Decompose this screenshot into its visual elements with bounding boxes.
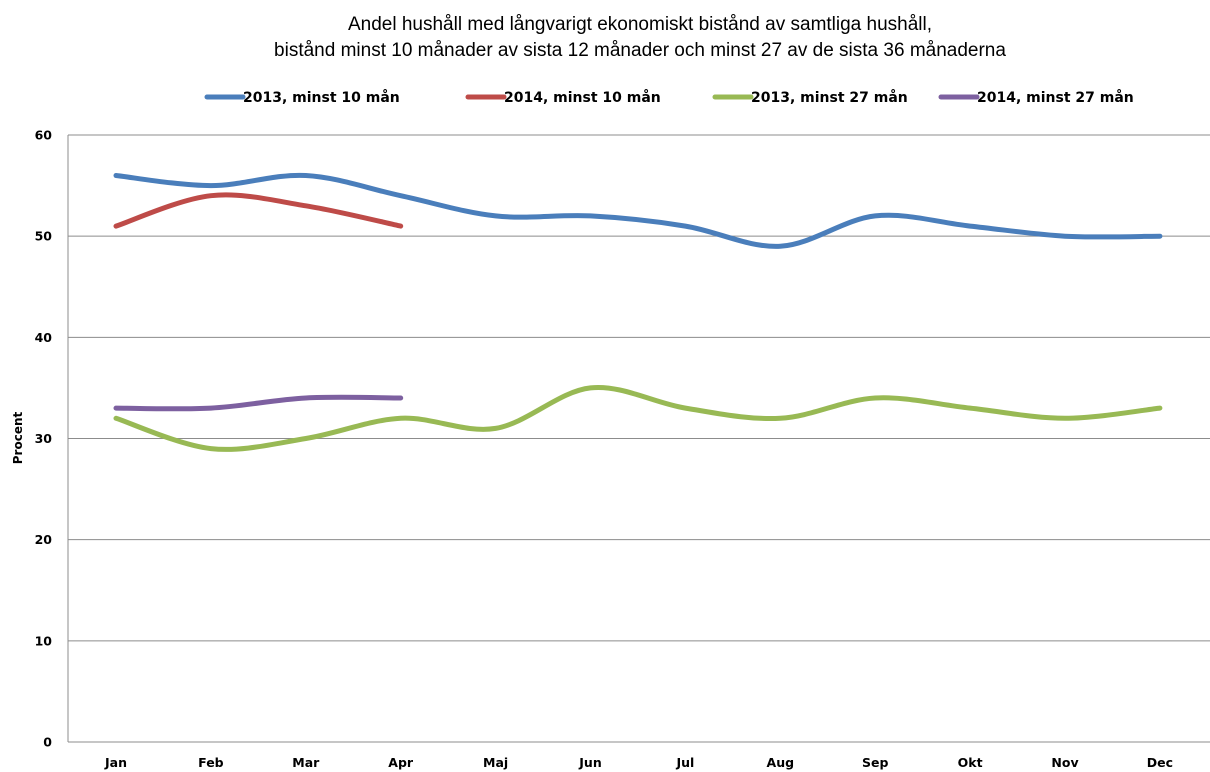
chart-legend: 2013, minst 10 mån 2014, minst 10 mån 2013… bbox=[204, 89, 1134, 106]
y-tick-label-10: 10 bbox=[35, 633, 53, 648]
y-tick-label-30: 30 bbox=[35, 431, 53, 446]
y-tick-label-40: 40 bbox=[35, 330, 53, 345]
chart-title-line-1: Andel hushåll med långvarigt ekonomiskt … bbox=[348, 14, 932, 35]
gridlines bbox=[68, 134, 1210, 642]
y-tick-label-60: 60 bbox=[35, 128, 53, 143]
x-tick-label-apr: Apr bbox=[388, 755, 414, 770]
y-tick-label-50: 50 bbox=[35, 229, 53, 244]
x-tick-label-jul: Jul bbox=[675, 755, 694, 770]
series-line-3 bbox=[113, 384, 1163, 452]
legend-label-4: 2014, minst 27 mån bbox=[977, 89, 1134, 106]
axes bbox=[67, 135, 1210, 743]
legend-label-2: 2014, minst 10 mån bbox=[504, 89, 661, 106]
x-tick-label-aug: Aug bbox=[767, 755, 795, 770]
x-tick-label-maj: Maj bbox=[483, 755, 508, 770]
x-tick-label-jun: Jun bbox=[578, 755, 601, 770]
x-tick-label-mar: Mar bbox=[292, 755, 320, 770]
y-tick-label-0: 0 bbox=[43, 735, 52, 750]
chart-title: Andel hushåll med långvarigt ekonomiskt … bbox=[274, 14, 1006, 61]
series-line-4 bbox=[113, 394, 404, 412]
y-axis-title: Procent bbox=[11, 411, 25, 464]
y-tick-label-20: 20 bbox=[35, 532, 53, 547]
x-axis-ticks: Jan Feb Mar Apr Maj Jun Jul Aug Sep Okt Nov Dec bbox=[104, 755, 1173, 770]
series-lines bbox=[113, 172, 1163, 452]
y-axis-ticks: 0 10 20 30 40 50 60 bbox=[35, 128, 53, 750]
x-tick-label-feb: Feb bbox=[198, 755, 224, 770]
chart-title-line-2: bistånd minst 10 månader av sista 12 mån… bbox=[274, 40, 1006, 61]
series-line-2 bbox=[113, 192, 404, 229]
x-tick-label-sep: Sep bbox=[862, 755, 888, 770]
legend-label-1: 2013, minst 10 mån bbox=[243, 89, 400, 106]
x-tick-label-dec: Dec bbox=[1147, 755, 1173, 770]
x-tick-label-okt: Okt bbox=[958, 755, 983, 770]
series-line-1 bbox=[113, 172, 1163, 249]
x-tick-label-nov: Nov bbox=[1051, 755, 1078, 770]
legend-label-3: 2013, minst 27 mån bbox=[751, 89, 908, 106]
x-tick-label-jan: Jan bbox=[104, 755, 127, 770]
